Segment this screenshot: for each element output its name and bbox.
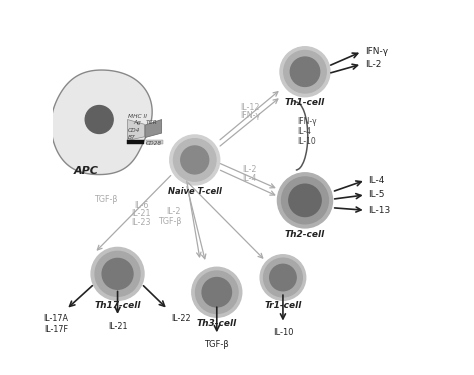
Text: IL-6: IL-6: [134, 201, 149, 210]
Polygon shape: [128, 120, 145, 141]
Text: TGF-β: TGF-β: [94, 195, 118, 204]
Circle shape: [264, 258, 302, 297]
Text: IFN-γ: IFN-γ: [241, 111, 261, 120]
Text: TCR: TCR: [146, 120, 158, 125]
Circle shape: [277, 173, 333, 228]
Bar: [146, 141, 163, 144]
Circle shape: [91, 248, 144, 300]
Text: Th17-cell: Th17-cell: [94, 302, 141, 310]
Circle shape: [284, 51, 326, 93]
Circle shape: [173, 139, 216, 181]
Polygon shape: [51, 70, 152, 175]
Circle shape: [192, 267, 242, 317]
Circle shape: [270, 264, 296, 291]
Text: IL-10: IL-10: [298, 137, 316, 146]
Circle shape: [102, 258, 133, 289]
Text: IL-23: IL-23: [132, 218, 151, 227]
Text: IL-2: IL-2: [167, 207, 181, 216]
Circle shape: [170, 135, 220, 185]
Polygon shape: [145, 120, 162, 138]
Text: TGF-β: TGF-β: [204, 340, 229, 349]
Text: IL-12: IL-12: [241, 103, 260, 112]
Text: Th2-cell: Th2-cell: [285, 230, 325, 239]
Circle shape: [181, 146, 209, 174]
Text: Ag: Ag: [133, 120, 141, 125]
Text: TGF-β: TGF-β: [158, 217, 181, 226]
Text: MHC II: MHC II: [128, 114, 147, 120]
Circle shape: [95, 251, 140, 296]
Text: IFN-γ: IFN-γ: [365, 47, 388, 56]
Circle shape: [260, 255, 306, 300]
Text: IL-2: IL-2: [243, 165, 257, 174]
Text: IL-4: IL-4: [243, 174, 257, 183]
Text: IL-13: IL-13: [369, 206, 391, 215]
Circle shape: [282, 177, 328, 224]
Circle shape: [280, 47, 330, 97]
Text: APC: APC: [74, 166, 99, 176]
Text: IL-4: IL-4: [298, 127, 311, 136]
Circle shape: [290, 57, 319, 87]
Text: Th1-cell: Th1-cell: [285, 99, 325, 108]
Text: IL-21: IL-21: [132, 210, 151, 219]
Circle shape: [196, 271, 238, 314]
Text: B7: B7: [128, 135, 136, 140]
Text: CD28: CD28: [146, 141, 163, 146]
Text: IFN-γ: IFN-γ: [298, 117, 317, 126]
Circle shape: [289, 184, 321, 216]
Text: CD4: CD4: [128, 128, 140, 133]
Text: Tr1-cell: Tr1-cell: [264, 302, 301, 310]
Text: IL-21: IL-21: [108, 322, 128, 331]
Bar: [127, 141, 145, 144]
Circle shape: [85, 105, 113, 134]
Text: IL-4: IL-4: [369, 176, 385, 184]
Text: IL-2: IL-2: [365, 60, 381, 69]
Circle shape: [202, 278, 231, 307]
Text: IL-10: IL-10: [273, 328, 293, 337]
Text: Th3-cell: Th3-cell: [197, 319, 237, 328]
Text: IL-5: IL-5: [369, 190, 385, 200]
Text: IL-17A
IL-17F: IL-17A IL-17F: [44, 314, 69, 334]
Text: Naive T-cell: Naive T-cell: [168, 188, 222, 196]
Text: IL-22: IL-22: [171, 314, 191, 323]
